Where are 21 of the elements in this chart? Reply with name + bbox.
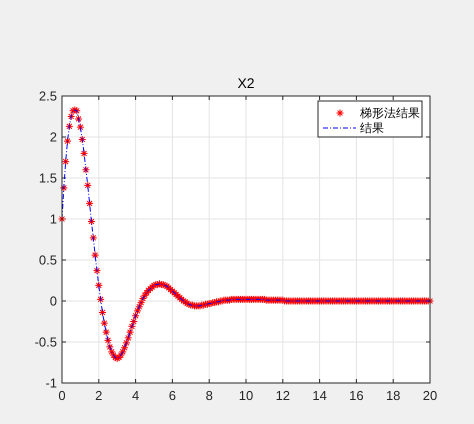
y-tick-label: 2.5 [38,88,57,104]
x-tick-label: 8 [206,388,213,403]
x-tick-label: 4 [132,388,140,403]
x-tick-label: 14 [312,388,327,403]
x-tick-label: 6 [168,388,176,403]
y-tick-label: -1 [45,376,57,390]
y-tick-label: 2 [50,130,57,144]
y-tick-label: 1.5 [38,170,57,186]
y-tick-label: 1 [50,212,57,226]
y-tick-label: 0 [50,294,57,308]
legend-label: 结果 [360,121,384,135]
x-tick-label: 10 [238,388,254,403]
x-tick-label: 2 [95,388,102,403]
x-tick-label: 12 [276,388,290,403]
y-tick-label: -0.5 [34,334,57,350]
chart-title: X2 [237,75,255,91]
x-tick-label: 20 [422,388,438,403]
y-tick-label: 0.5 [38,252,57,268]
legend-label: 梯形法结果 [359,106,420,120]
x-tick-label: 18 [386,388,400,403]
x-tick-label: 16 [349,388,364,403]
